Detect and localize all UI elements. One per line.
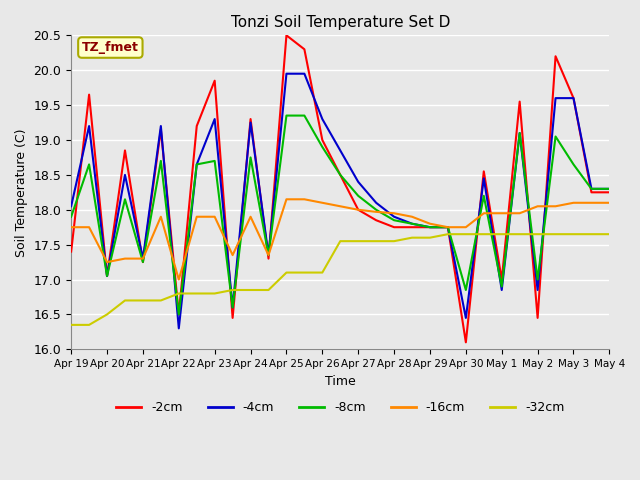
Legend: -2cm, -4cm, -8cm, -16cm, -32cm: -2cm, -4cm, -8cm, -16cm, -32cm [111,396,570,420]
Text: TZ_fmet: TZ_fmet [82,41,139,54]
Y-axis label: Soil Temperature (C): Soil Temperature (C) [15,128,28,257]
X-axis label: Time: Time [325,374,356,387]
Title: Tonzi Soil Temperature Set D: Tonzi Soil Temperature Set D [230,15,450,30]
